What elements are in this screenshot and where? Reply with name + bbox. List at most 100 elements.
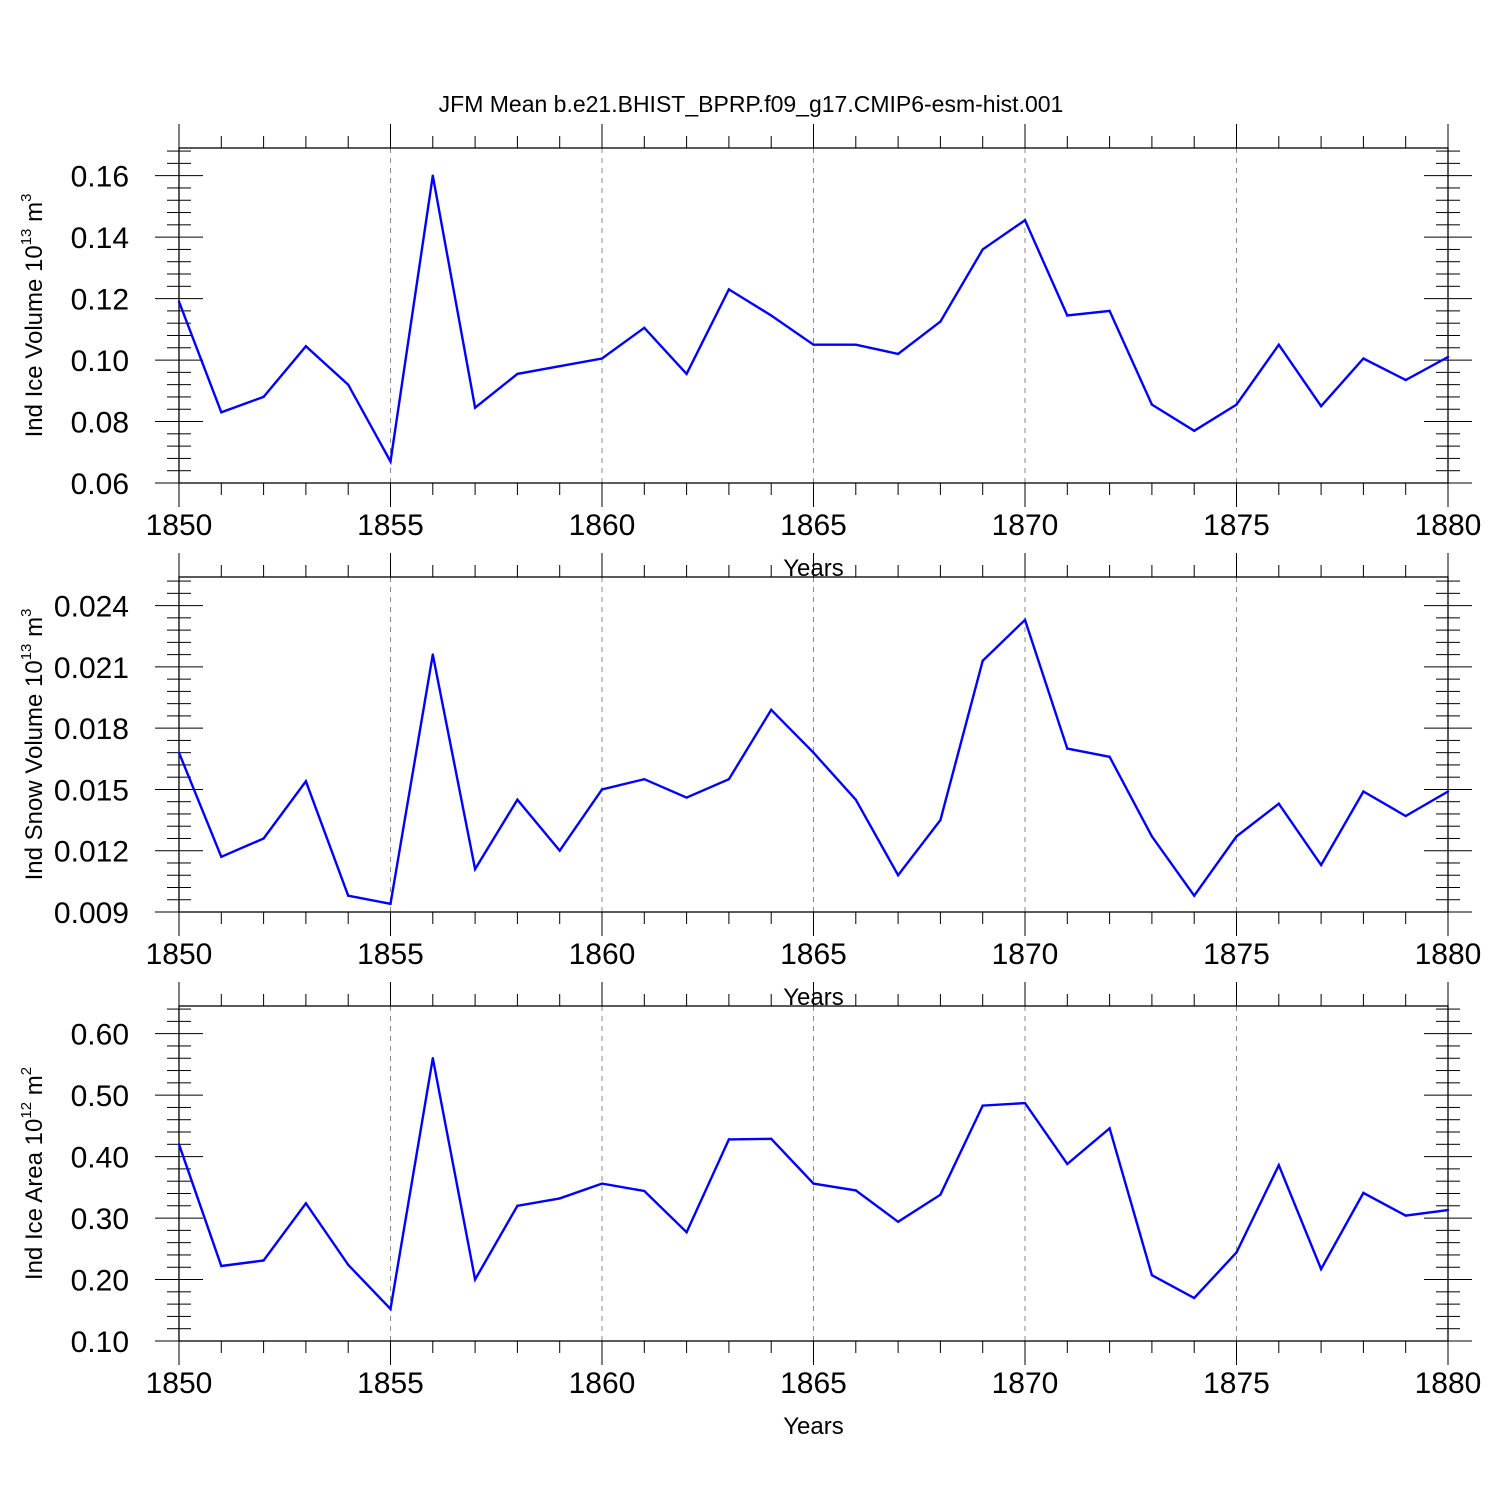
data-point: [854, 343, 857, 346]
data-point: [262, 837, 265, 840]
x-tick-label: 1870: [992, 1367, 1059, 1400]
data-point: [304, 780, 308, 783]
chart-panel-1: 0.06 0.08 0.10 0.12 0.14 0.16 1850 1855 1860 1865…: [18, 124, 1481, 582]
y-tick-label: 0.50: [71, 1080, 129, 1113]
x-tick-label: 1865: [780, 1367, 847, 1400]
data-point: [685, 372, 688, 376]
x-tick-label: 1855: [357, 1367, 424, 1400]
data-point: [812, 1182, 815, 1185]
x-tick-label: 1875: [1203, 1367, 1270, 1400]
x-tick-label: 1850: [146, 509, 213, 542]
data-point: [473, 406, 477, 409]
data-point: [1446, 790, 1450, 793]
data-point: [1362, 1191, 1365, 1195]
y-tick-label: 0.30: [71, 1203, 129, 1236]
data-point: [220, 411, 223, 414]
data-point: [643, 778, 646, 781]
data-point: [727, 778, 731, 781]
data-point: [939, 320, 942, 323]
y-tick-label: 0.06: [71, 468, 129, 501]
data-point: [431, 653, 434, 656]
x-tick-label: 1880: [1415, 1367, 1482, 1400]
data-point: [389, 902, 392, 906]
data-point: [262, 1259, 265, 1262]
figure-title: JFM Mean b.e21.BHIST_BPRP.f09_g17.CMIP6-…: [439, 91, 1064, 117]
y-tick-label: 0.16: [71, 161, 129, 194]
y-tick-label: 0.08: [71, 407, 129, 440]
data-point: [1235, 403, 1238, 406]
data-point: [1150, 835, 1154, 838]
data-point: [770, 1137, 773, 1140]
data-point: [896, 352, 900, 356]
data-point: [1108, 309, 1111, 313]
data-point: [1404, 1214, 1407, 1217]
data-point: [1023, 1101, 1027, 1105]
y-tick-label: 0.10: [71, 345, 129, 378]
data-point: [473, 867, 477, 871]
data-point: [558, 365, 561, 368]
data-point: [177, 751, 181, 754]
data-point: [1319, 863, 1323, 867]
data-point: [304, 1202, 308, 1205]
data-point: [1066, 314, 1069, 317]
x-tick-label: 1870: [992, 938, 1059, 971]
data-point: [812, 343, 815, 346]
y-tick-label: 0.12: [71, 284, 129, 317]
x-tick-label: 1855: [357, 509, 424, 542]
data-point: [1446, 355, 1450, 359]
y-tick-label: 0.60: [71, 1019, 129, 1052]
data-point: [558, 849, 561, 852]
data-point: [770, 708, 773, 711]
data-point: [600, 788, 604, 791]
x-tick-label: 1875: [1203, 509, 1270, 542]
data-point: [727, 1138, 731, 1141]
data-point: [981, 1104, 984, 1107]
y-tick-label: 0.024: [54, 591, 129, 624]
x-tick-label: 1860: [569, 1367, 636, 1400]
y-tick-label: 0.015: [54, 774, 129, 807]
data-point: [1108, 755, 1111, 758]
x-tick-label: 1860: [569, 509, 636, 542]
y-axis-label: Ind Ice Volume 1013 m3: [18, 194, 48, 438]
data-point: [1277, 343, 1281, 346]
data-point: [1446, 1208, 1450, 1212]
y-tick-label: 0.009: [54, 897, 129, 930]
data-point: [473, 1278, 477, 1281]
data-point: [1362, 357, 1365, 360]
data-point: [770, 314, 773, 317]
data-point: [643, 1189, 646, 1193]
data-point: [1193, 894, 1196, 897]
x-tick-label: 1860: [569, 938, 636, 971]
data-point: [727, 288, 731, 291]
data-point: [981, 248, 984, 251]
data-point: [1319, 404, 1323, 408]
data-point: [1023, 618, 1027, 622]
y-tick-label: 0.021: [54, 652, 129, 685]
data-point: [1193, 1296, 1196, 1300]
data-point: [177, 1143, 181, 1146]
chart-panel-2: 0.009 0.012 0.015 0.018 0.021 0.024 1850 1855 18…: [18, 553, 1481, 1011]
x-tick-label: 1870: [992, 509, 1059, 542]
x-tick-label: 1850: [146, 938, 213, 971]
data-point: [516, 798, 519, 801]
data-point: [389, 1307, 392, 1311]
y-tick-label: 0.14: [71, 222, 129, 255]
y-tick-label: 0.20: [71, 1265, 129, 1298]
data-point: [896, 874, 900, 877]
data-point: [939, 818, 942, 822]
data-point: [347, 383, 350, 386]
x-tick-label: 1880: [1415, 938, 1482, 971]
x-tick-label: 1880: [1415, 509, 1482, 542]
data-point: [685, 796, 688, 799]
data-point: [1235, 1251, 1238, 1254]
data-point: [854, 798, 857, 801]
data-point: [389, 460, 392, 463]
y-tick-label: 0.40: [71, 1142, 129, 1175]
data-point: [558, 1197, 561, 1200]
data-point: [431, 1057, 434, 1060]
data-point: [1277, 1164, 1281, 1167]
data-point: [1404, 814, 1407, 818]
data-point: [431, 174, 434, 177]
x-axis-label: Years: [783, 1413, 844, 1440]
data-point: [1277, 802, 1281, 805]
